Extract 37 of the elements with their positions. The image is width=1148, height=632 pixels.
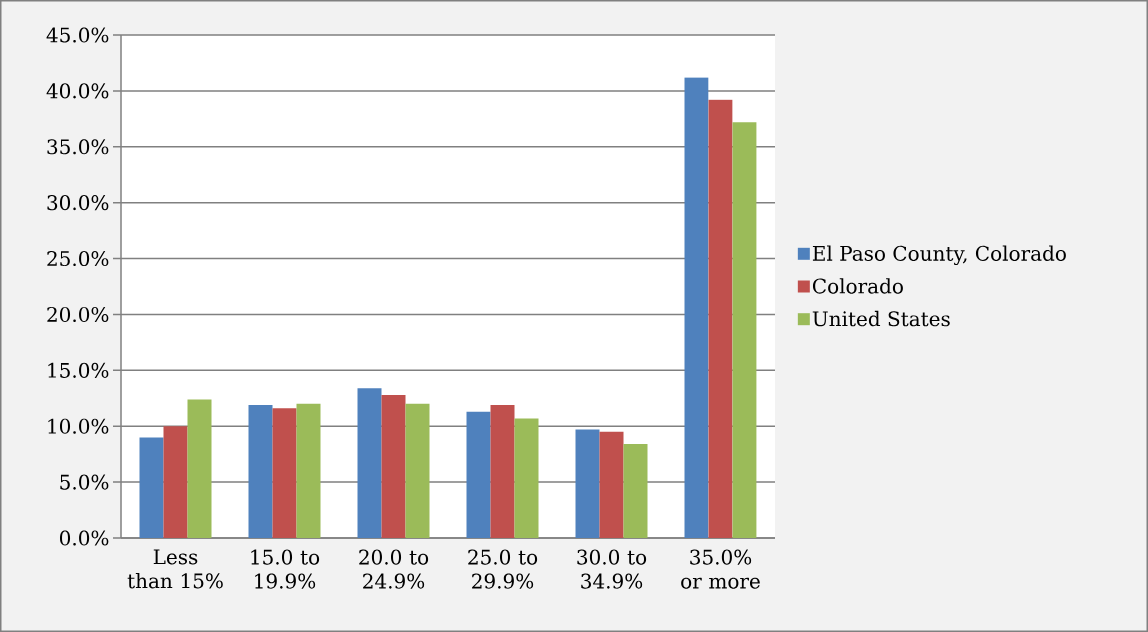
bar xyxy=(381,394,406,538)
x-tick-label: 30.0 to 34.9% xyxy=(577,549,647,589)
bar xyxy=(490,404,515,538)
y-tick-label: 5.0% xyxy=(60,474,109,490)
y-tick-label: 0.0% xyxy=(59,530,109,546)
bar xyxy=(514,418,539,538)
x-tick-label: Less than 15% xyxy=(127,549,223,589)
y-tick-label: 25.0% xyxy=(47,251,109,267)
x-tick-label: 35.0% or more xyxy=(681,549,760,589)
bar xyxy=(357,388,382,538)
bar xyxy=(575,429,600,538)
bar xyxy=(708,99,733,538)
y-tick-label: 40.0% xyxy=(46,83,109,99)
bar xyxy=(139,437,164,538)
legend-label: United States xyxy=(812,310,950,327)
bar xyxy=(187,399,212,538)
bar xyxy=(466,411,491,538)
bar xyxy=(272,408,297,538)
bar xyxy=(248,404,273,538)
y-tick-label: 35.0% xyxy=(47,139,109,155)
x-tick-label: 15.0 to 19.9% xyxy=(251,549,320,589)
x-tick-label: 25.0 to 29.9% xyxy=(468,549,538,589)
y-tick-label: 30.0% xyxy=(47,195,109,211)
bar xyxy=(623,444,648,538)
bar xyxy=(405,403,430,538)
legend-label: Colorado xyxy=(812,278,903,294)
y-tick-label: 20.0% xyxy=(47,306,109,323)
x-tick-label: 20.0 to 24.9% xyxy=(359,549,429,589)
bar xyxy=(684,77,709,538)
bar xyxy=(732,122,757,538)
bar xyxy=(296,403,321,538)
legend-label: El Paso County, Colorado xyxy=(812,245,1066,266)
bar xyxy=(599,431,624,538)
y-tick-label: 45.0% xyxy=(46,27,109,43)
y-tick-label: 10.0% xyxy=(48,418,109,434)
bar xyxy=(163,426,188,538)
y-tick-label: 15.0% xyxy=(48,362,109,378)
